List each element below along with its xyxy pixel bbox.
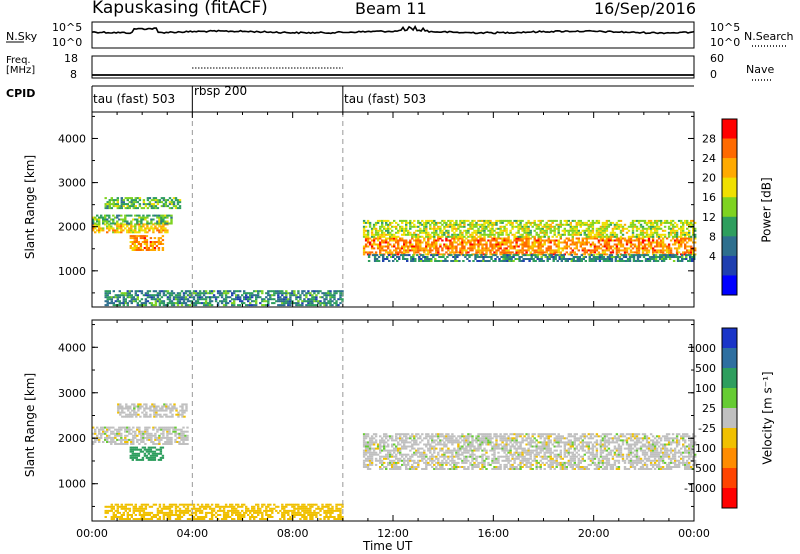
power-colorbar-swatch bbox=[722, 275, 737, 296]
velocity-colorbar-tick-0: 1000 bbox=[688, 342, 716, 355]
noise-top-right-tick: 10^5 bbox=[710, 21, 741, 34]
nsearch-label: N.Search bbox=[744, 30, 794, 43]
power-colorbar-tick-20: 20 bbox=[702, 172, 716, 185]
freq-top-tick: 18 bbox=[64, 52, 78, 65]
velocity-colorbar-tick-1: 500 bbox=[695, 362, 716, 375]
xtick-label-1: 04:00 bbox=[176, 527, 208, 540]
velocity-echo-band-5 bbox=[104, 503, 344, 520]
power-colorbar-tick-28: 28 bbox=[702, 133, 716, 146]
velocity-colorbar-swatch bbox=[722, 368, 737, 389]
power-echo-band-4 bbox=[129, 235, 165, 251]
power-colorbar-swatch bbox=[722, 236, 737, 257]
velocity-colorbar-swatch bbox=[722, 468, 737, 489]
power-echo-band-1 bbox=[92, 223, 169, 234]
freq-label: Freq. bbox=[6, 55, 31, 66]
ytick-label-2000: 2000 bbox=[58, 432, 86, 445]
power-colorbar-swatch bbox=[722, 119, 737, 139]
freq-bottom-tick: 8 bbox=[70, 68, 77, 81]
freq-strip-frame bbox=[91, 55, 695, 79]
time-axis-label: Time UT bbox=[363, 539, 413, 553]
power-echo-band-5 bbox=[362, 237, 697, 256]
velocity-colorbar-swatch bbox=[722, 488, 737, 509]
power-colorbar-swatch bbox=[722, 158, 737, 178]
velocity-colorbar-frame bbox=[721, 327, 738, 509]
ytick-label-4000: 4000 bbox=[58, 341, 86, 354]
velocity-colorbar-swatch bbox=[722, 428, 737, 449]
power-colorbar-swatch bbox=[722, 255, 737, 276]
power-colorbar-label: Power [dB] bbox=[759, 177, 774, 243]
power-colorbar-tick-4: 4 bbox=[709, 250, 716, 263]
power-colorbar-frame bbox=[721, 118, 738, 296]
velocity-colorbar-label: Velocity [m s⁻¹] bbox=[760, 371, 775, 465]
ytick-label-1000: 1000 bbox=[58, 265, 86, 278]
power-yaxis-label: Slant Range [km] bbox=[23, 154, 38, 260]
power-colorbar-swatch bbox=[722, 138, 737, 159]
velocity-colorbar-swatch bbox=[722, 348, 737, 369]
power-colorbar-tick-24: 24 bbox=[702, 152, 716, 165]
panel-frame bbox=[91, 319, 695, 522]
power-colorbar: 28 24 20 16 12 8 4 bbox=[702, 118, 738, 296]
nave-top-tick: 60 bbox=[710, 52, 724, 65]
beam-title: Beam 11 bbox=[355, 0, 427, 18]
ytick-label-2000: 2000 bbox=[58, 221, 86, 234]
cpid-segment-1: tau (fast) 503 bbox=[93, 92, 176, 106]
ytick-label-3000: 3000 bbox=[58, 177, 86, 190]
velocity-echo-band-1 bbox=[92, 426, 189, 445]
velocity-colorbar-tick-6: -500 bbox=[691, 462, 716, 475]
noise-bottom-right-tick: 10^0 bbox=[710, 36, 741, 49]
cpid-segment-2: rbsp 200 bbox=[194, 84, 248, 98]
power-colorbar-tick-8: 8 bbox=[709, 230, 716, 243]
noise-top-left-tick: 10^5 bbox=[52, 21, 83, 34]
power-echo-band-8 bbox=[104, 290, 344, 307]
noise-bottom-left-tick: 10^0 bbox=[52, 36, 83, 49]
ytick-label-4000: 4000 bbox=[58, 132, 86, 145]
velocity-colorbar-tick-7: -1000 bbox=[684, 482, 716, 495]
power-echo-band-3 bbox=[104, 197, 182, 210]
nave-bottom-tick: 0 bbox=[710, 68, 717, 81]
velocity-echo-band-3 bbox=[129, 446, 165, 461]
xtick-label-2: 08:00 bbox=[277, 527, 309, 540]
ytick-label-1000: 1000 bbox=[58, 478, 86, 491]
power-colorbar-swatch bbox=[722, 177, 737, 198]
velocity-colorbar-tick-3: 25 bbox=[702, 402, 716, 415]
velocity-panel: 1000 2000 3000 4000 bbox=[58, 319, 697, 522]
xtick-label-6: 00:00 bbox=[678, 527, 710, 540]
power-colorbar-tick-16: 16 bbox=[702, 191, 716, 204]
ytick-label-3000: 3000 bbox=[58, 387, 86, 400]
xtick-label-0: 00:00 bbox=[76, 527, 108, 540]
power-panel: 1000 2000 3000 4000 bbox=[58, 111, 697, 308]
power-echo-band-7 bbox=[367, 254, 696, 262]
velocity-colorbar-tick-5: -100 bbox=[691, 442, 716, 455]
velocity-yaxis-label: Slant Range [km] bbox=[23, 372, 38, 478]
xtick-label-5: 20:00 bbox=[578, 527, 610, 540]
power-colorbar-tick-12: 12 bbox=[702, 211, 716, 224]
nsky-label: N.Sky bbox=[6, 30, 38, 43]
nave-label: Nave bbox=[746, 63, 775, 76]
xtick-label-3: 12:00 bbox=[377, 527, 409, 540]
velocity-colorbar-tick-2: 100 bbox=[695, 382, 716, 395]
cpid-label: CPID bbox=[6, 87, 36, 100]
power-colorbar-swatch bbox=[722, 197, 737, 218]
noise-strip-frame bbox=[91, 21, 695, 49]
velocity-echo-band-4 bbox=[362, 433, 697, 470]
power-colorbar-swatch bbox=[722, 216, 737, 237]
noise-sky-line bbox=[91, 25, 695, 35]
freq-unit-label: [MHz] bbox=[6, 65, 36, 76]
velocity-colorbar-swatch bbox=[722, 328, 737, 349]
xtick-label-4: 16:00 bbox=[477, 527, 509, 540]
velocity-colorbar-swatch bbox=[722, 448, 737, 469]
velocity-colorbar-tick-4: -25 bbox=[698, 422, 716, 435]
velocity-colorbar-swatch bbox=[722, 408, 737, 429]
power-echo-band-2 bbox=[92, 214, 173, 225]
power-echo-band-6 bbox=[362, 219, 697, 238]
station-title: Kapuskasing (fitACF) bbox=[92, 0, 268, 18]
date-title: 16/Sep/2016 bbox=[594, 0, 697, 18]
velocity-echo-band-2 bbox=[117, 403, 188, 418]
panel-frame bbox=[91, 111, 695, 308]
cpid-segment-3: tau (fast) 503 bbox=[344, 92, 427, 106]
velocity-colorbar: 1000 500 100 25 -25 -100 -500 -1000 bbox=[684, 327, 738, 509]
velocity-colorbar-swatch bbox=[722, 388, 737, 409]
